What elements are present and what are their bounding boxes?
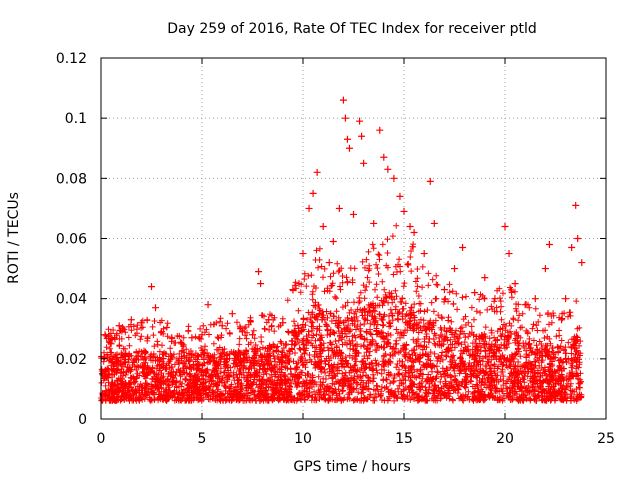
roti-point bbox=[356, 117, 364, 125]
roti-point bbox=[257, 280, 265, 288]
x-tick-label: 15 bbox=[395, 431, 413, 447]
y-tick-label: 0.02 bbox=[56, 352, 87, 368]
axis-tick-labels: 0 5 10 15 20 25 0 0.02 0.04 0.06 0.08 0.1 0.12 bbox=[56, 51, 615, 447]
roti-point bbox=[325, 259, 333, 267]
roti-point bbox=[360, 159, 368, 167]
roti-point bbox=[521, 301, 529, 309]
roti-point bbox=[228, 310, 236, 318]
roti-point bbox=[107, 340, 115, 348]
roti-point bbox=[420, 250, 428, 258]
roti-point bbox=[329, 238, 337, 246]
roti-point bbox=[574, 235, 582, 242]
roti-point bbox=[341, 114, 349, 122]
roti-point bbox=[380, 153, 388, 161]
roti-point bbox=[299, 250, 307, 258]
roti-point bbox=[137, 319, 145, 327]
roti-point bbox=[568, 244, 576, 252]
roti-point bbox=[309, 189, 317, 197]
roti-point bbox=[451, 265, 458, 273]
roti-point bbox=[319, 222, 327, 230]
roti-point bbox=[384, 165, 392, 173]
roti-point bbox=[313, 168, 321, 176]
roti-point bbox=[255, 268, 263, 276]
roti-point bbox=[572, 201, 580, 209]
roti-point bbox=[370, 219, 378, 227]
data-points bbox=[98, 96, 586, 404]
roti-point bbox=[204, 301, 212, 309]
roti-point bbox=[459, 244, 467, 252]
roti-point bbox=[115, 322, 123, 330]
roti-point bbox=[289, 286, 297, 294]
roti-point bbox=[426, 177, 434, 185]
roti-point bbox=[335, 204, 343, 212]
x-tick-label: 5 bbox=[198, 431, 207, 447]
roti-point bbox=[390, 174, 398, 182]
roti-point bbox=[545, 241, 553, 249]
roti-point bbox=[249, 331, 256, 339]
roti-point bbox=[430, 219, 438, 227]
roti-point bbox=[339, 96, 347, 104]
roti-point bbox=[279, 319, 287, 327]
roti-point bbox=[471, 289, 479, 297]
x-tick-label: 0 bbox=[97, 431, 106, 447]
roti-point bbox=[541, 265, 549, 273]
roti-point bbox=[148, 283, 155, 291]
axis-ticks bbox=[100, 57, 607, 420]
roti-point bbox=[168, 334, 176, 342]
roti-point bbox=[218, 322, 226, 330]
y-tick-label: 0.12 bbox=[56, 51, 87, 67]
roti-point bbox=[531, 295, 539, 303]
roti-point bbox=[305, 204, 313, 212]
roti-point bbox=[376, 126, 384, 134]
y-axis-title: ROTI / TECUs bbox=[6, 192, 22, 284]
roti-point bbox=[505, 250, 513, 258]
roti-point bbox=[238, 328, 246, 336]
roti-point bbox=[101, 331, 109, 339]
roti-point bbox=[558, 316, 566, 324]
roti-point-cloud bbox=[98, 222, 585, 404]
roti-point bbox=[440, 286, 448, 294]
roti-point bbox=[358, 132, 366, 140]
roti-point bbox=[396, 192, 404, 200]
x-axis-title: GPS time / hours bbox=[293, 459, 410, 475]
y-tick-label: 0.06 bbox=[56, 232, 87, 248]
roti-point bbox=[345, 144, 353, 152]
roti-point bbox=[265, 316, 273, 324]
roti-point bbox=[491, 295, 499, 303]
roti-point bbox=[295, 280, 303, 288]
y-tick-label: 0.1 bbox=[65, 111, 87, 127]
y-tick-label: 0 bbox=[78, 412, 87, 428]
roti-point bbox=[501, 222, 509, 230]
roti-point bbox=[406, 222, 414, 230]
roti-point bbox=[400, 207, 408, 215]
roti-point bbox=[152, 304, 160, 312]
roti-point bbox=[350, 210, 357, 218]
roti-point bbox=[343, 135, 351, 143]
y-tick-label: 0.08 bbox=[56, 171, 87, 187]
roti-point bbox=[410, 228, 418, 236]
roti-point bbox=[578, 259, 586, 267]
roti-point bbox=[127, 316, 135, 324]
roti-point bbox=[511, 280, 519, 288]
roti-point bbox=[158, 328, 166, 336]
roti-point bbox=[562, 295, 570, 303]
x-tick-label: 25 bbox=[597, 431, 615, 447]
roti-point bbox=[188, 334, 196, 342]
chart-title: Day 259 of 2016, Rate Of TEC Index for r… bbox=[167, 21, 537, 37]
x-tick-label: 20 bbox=[496, 431, 514, 447]
roti-point bbox=[481, 274, 489, 282]
x-tick-label: 10 bbox=[294, 431, 312, 447]
y-tick-label: 0.04 bbox=[56, 292, 87, 308]
roti-point bbox=[198, 331, 206, 339]
roti-point bbox=[178, 340, 186, 348]
